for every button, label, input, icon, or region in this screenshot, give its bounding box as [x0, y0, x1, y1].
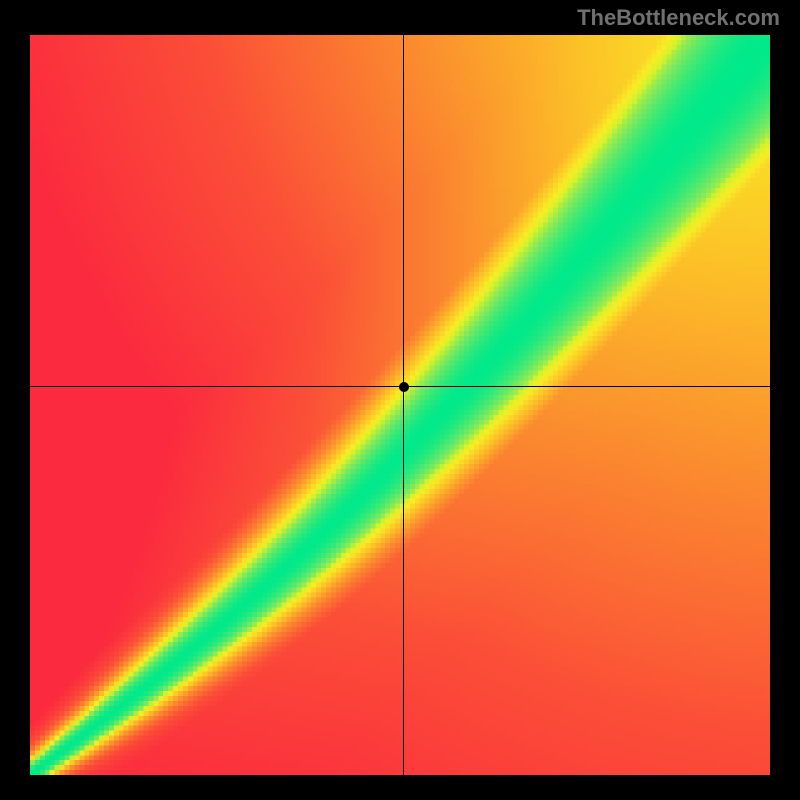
- heatmap-chart: [30, 35, 770, 775]
- crosshair-dot: [399, 382, 409, 392]
- crosshair-vertical: [403, 35, 404, 775]
- chart-container: TheBottleneck.com: [0, 0, 800, 800]
- watermark-text: TheBottleneck.com: [577, 5, 780, 31]
